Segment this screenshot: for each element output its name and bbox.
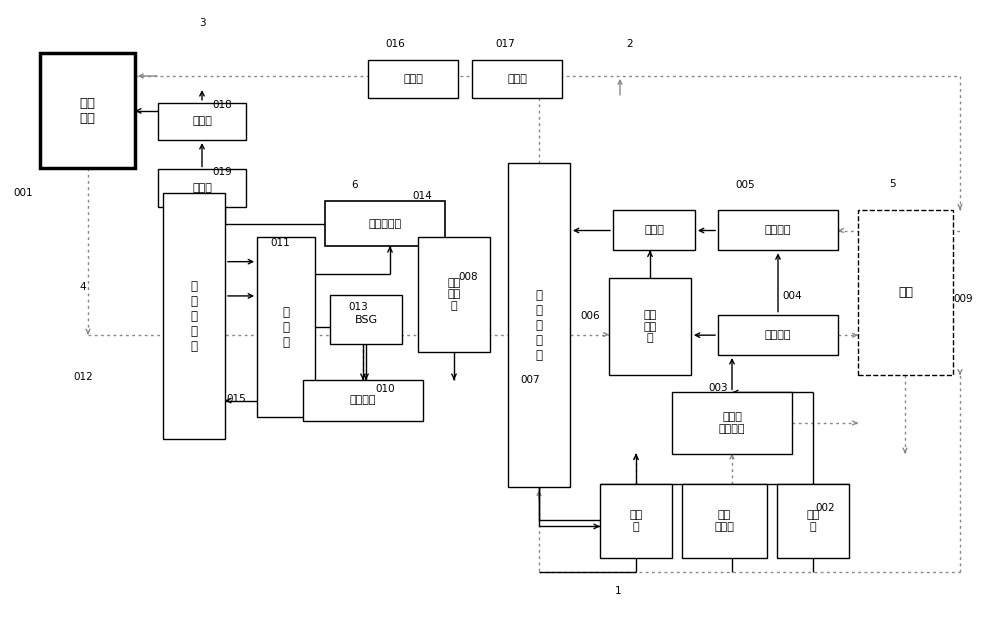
Text: 5: 5 xyxy=(889,179,895,189)
Text: 节流阀: 节流阀 xyxy=(192,183,212,193)
Text: 012: 012 xyxy=(73,372,93,382)
FancyBboxPatch shape xyxy=(600,484,672,558)
FancyBboxPatch shape xyxy=(858,210,953,375)
FancyBboxPatch shape xyxy=(330,295,402,344)
FancyBboxPatch shape xyxy=(158,169,246,207)
Text: 6: 6 xyxy=(352,180,358,190)
FancyBboxPatch shape xyxy=(368,60,458,98)
Text: 节流阀: 节流阀 xyxy=(507,74,527,84)
Text: 001: 001 xyxy=(13,188,33,198)
FancyBboxPatch shape xyxy=(508,163,570,487)
Text: 009: 009 xyxy=(953,294,973,304)
Text: 002: 002 xyxy=(815,503,835,513)
Text: 4: 4 xyxy=(80,282,86,292)
Text: 005: 005 xyxy=(735,180,755,190)
Text: 涡轮增压器: 涡轮增压器 xyxy=(368,219,402,229)
FancyBboxPatch shape xyxy=(613,210,695,250)
Text: 副阀
门: 副阀 门 xyxy=(806,510,820,531)
Text: 004: 004 xyxy=(782,291,802,301)
Text: 007: 007 xyxy=(520,375,540,385)
FancyBboxPatch shape xyxy=(609,278,691,375)
Text: 低
温
散
热
器: 低 温 散 热 器 xyxy=(190,280,198,353)
Text: 主阀
门: 主阀 门 xyxy=(629,510,643,531)
Text: 高
温
散
热
器: 高 温 散 热 器 xyxy=(536,288,542,362)
FancyBboxPatch shape xyxy=(163,193,225,439)
Text: 开关式
机械水泵: 开关式 机械水泵 xyxy=(719,412,745,434)
FancyBboxPatch shape xyxy=(40,53,135,168)
FancyBboxPatch shape xyxy=(325,201,445,246)
FancyBboxPatch shape xyxy=(257,237,315,417)
Text: 013: 013 xyxy=(348,302,368,312)
Text: 暖风: 暖风 xyxy=(898,286,913,299)
FancyBboxPatch shape xyxy=(777,484,849,558)
Text: 019: 019 xyxy=(212,167,232,177)
FancyBboxPatch shape xyxy=(158,103,246,140)
Text: 机油
冷却
器: 机油 冷却 器 xyxy=(643,310,657,343)
Text: 膨胀
水箱: 膨胀 水箱 xyxy=(80,97,96,125)
Text: 006: 006 xyxy=(580,312,600,321)
Text: 电子
增压
器: 电子 增压 器 xyxy=(447,278,461,311)
FancyBboxPatch shape xyxy=(718,315,838,355)
Text: 出水口: 出水口 xyxy=(644,225,664,235)
FancyBboxPatch shape xyxy=(682,484,767,558)
Text: 电子
节温器: 电子 节温器 xyxy=(715,510,734,531)
Text: 003: 003 xyxy=(708,383,728,392)
FancyBboxPatch shape xyxy=(672,392,792,454)
FancyBboxPatch shape xyxy=(472,60,562,98)
FancyBboxPatch shape xyxy=(303,380,423,421)
Text: 单向阀: 单向阀 xyxy=(192,117,212,126)
Text: 缸盖水套: 缸盖水套 xyxy=(765,225,791,235)
Text: 缸体水套: 缸体水套 xyxy=(765,330,791,340)
Text: 016: 016 xyxy=(385,39,405,49)
Text: 014: 014 xyxy=(412,191,432,201)
FancyBboxPatch shape xyxy=(718,210,838,250)
Text: 3: 3 xyxy=(199,18,205,28)
Text: 018: 018 xyxy=(212,100,232,110)
Text: 017: 017 xyxy=(495,39,515,49)
Text: 电子水泵: 电子水泵 xyxy=(350,395,376,406)
Text: 2: 2 xyxy=(627,39,633,49)
Text: 010: 010 xyxy=(375,384,395,394)
Text: 008: 008 xyxy=(458,272,478,282)
Text: 中
冷
器: 中 冷 器 xyxy=(283,305,290,349)
Text: 单向阀: 单向阀 xyxy=(403,74,423,84)
FancyBboxPatch shape xyxy=(418,237,490,352)
Text: 011: 011 xyxy=(270,238,290,248)
Text: 1: 1 xyxy=(615,586,621,596)
Text: BSG: BSG xyxy=(354,315,378,325)
Text: 015: 015 xyxy=(226,394,246,404)
